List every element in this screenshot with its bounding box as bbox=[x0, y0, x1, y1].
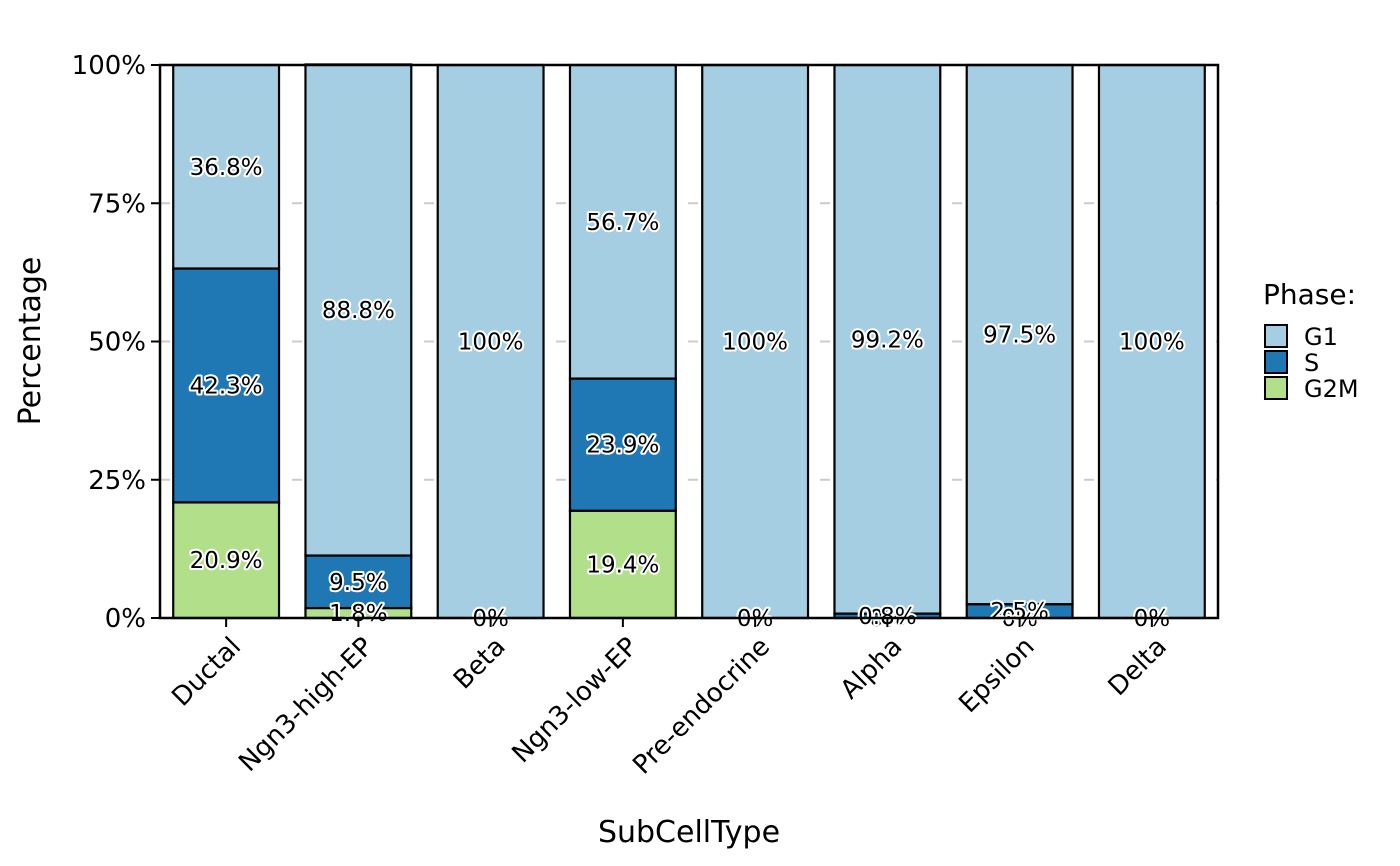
bar-segment-g1 bbox=[172, 63, 281, 270]
bar-segment-g1 bbox=[965, 63, 1074, 606]
data-label: 9.5% bbox=[329, 570, 387, 596]
bar-segment-g1 bbox=[568, 63, 677, 380]
y-tick-label: 50% bbox=[88, 328, 146, 358]
x-tick-label: Ngn3-low-EP bbox=[506, 632, 643, 769]
legend-swatch-g2m bbox=[1264, 376, 1288, 400]
legend-swatch-s bbox=[1264, 350, 1288, 374]
x-tick-label: Epsilon bbox=[953, 632, 1040, 719]
legend-label: S bbox=[1304, 349, 1319, 377]
bars bbox=[172, 63, 1206, 620]
legend-swatch-g1 bbox=[1264, 324, 1288, 348]
y-tick-label: 100% bbox=[72, 51, 146, 81]
data-label: 1.8% bbox=[329, 601, 387, 627]
bar-segment-g1 bbox=[304, 63, 413, 557]
y-axis: 0% 25% 50% 75% 100% bbox=[72, 51, 160, 634]
x-tick-label: Beta bbox=[448, 632, 512, 696]
data-label: 23.9% bbox=[586, 433, 659, 459]
y-tick-label: 75% bbox=[88, 189, 146, 219]
data-label: 42.3% bbox=[190, 373, 263, 399]
data-label: 97.5% bbox=[983, 323, 1056, 349]
bar-segment-g2m bbox=[172, 501, 281, 620]
x-tick-label: Delta bbox=[1103, 632, 1173, 702]
data-label: 56.7% bbox=[586, 210, 659, 236]
data-label: 88.8% bbox=[322, 298, 395, 324]
x-tick-label: Ductal bbox=[166, 632, 247, 713]
data-label: 100% bbox=[458, 330, 524, 356]
data-label: 100% bbox=[722, 330, 788, 356]
x-tick-label: Pre-endocrine bbox=[627, 632, 776, 781]
data-label: 36.8% bbox=[190, 155, 263, 181]
data-label: 19.4% bbox=[586, 552, 659, 578]
y-tick-label: 0% bbox=[105, 604, 146, 634]
x-tick-label: Alpha bbox=[835, 632, 908, 705]
y-axis-title: Percentage bbox=[13, 257, 48, 426]
bar-segment-g1 bbox=[833, 63, 942, 615]
legend-label: G2M bbox=[1304, 375, 1359, 403]
data-label: 99.2% bbox=[851, 327, 924, 353]
bar-segment-g2m bbox=[568, 509, 677, 620]
legend-title: Phase: bbox=[1263, 278, 1356, 311]
data-label: 100% bbox=[1119, 330, 1185, 356]
bar-segment-g1 bbox=[701, 63, 810, 620]
data-label: 20.9% bbox=[190, 548, 263, 574]
y-tick-label: 25% bbox=[88, 466, 146, 496]
bar-segment-g1 bbox=[1097, 63, 1206, 620]
data-labels: 20.9%42.3%36.8%1.8%9.5%88.8%0%0%100%19.4… bbox=[188, 153, 1187, 634]
x-tick-label: Ngn3-high-EP bbox=[233, 632, 379, 778]
legend-label: G1 bbox=[1304, 323, 1338, 351]
x-axis-title: SubCellType bbox=[598, 815, 780, 850]
